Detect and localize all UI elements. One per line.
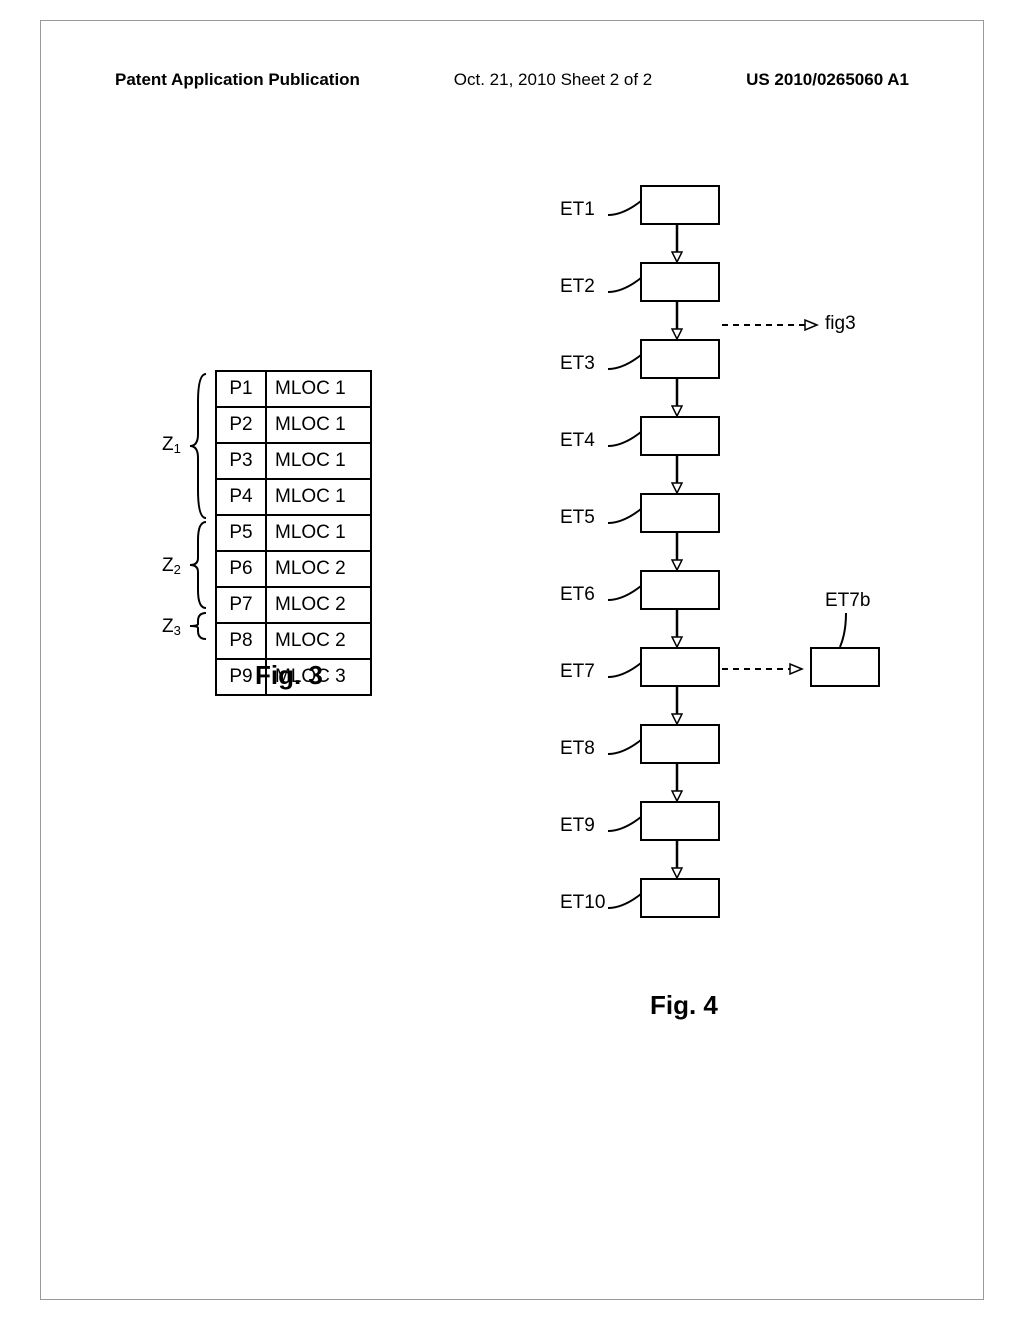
table-row: P6MLOC 2 bbox=[216, 551, 371, 587]
fig3-caption: Fig. 3 bbox=[255, 660, 323, 691]
fig4: ET1 ET2 ET3 ET4 ET5 ET6 bbox=[540, 185, 900, 955]
header-left: Patent Application Publication bbox=[115, 70, 360, 90]
flow-step-et4: ET4 bbox=[540, 416, 900, 493]
cell-p: P4 bbox=[216, 479, 266, 515]
zone-labels: Z1 Z2 Z3 bbox=[160, 370, 215, 640]
et7b-label: ET7b bbox=[825, 590, 870, 612]
flow-box bbox=[640, 570, 720, 610]
cell-p: P5 bbox=[216, 515, 266, 551]
table-row: P1MLOC 1 bbox=[216, 371, 371, 407]
cell-mloc: MLOC 2 bbox=[266, 551, 371, 587]
flow-box bbox=[640, 878, 720, 918]
flow-box bbox=[640, 185, 720, 225]
fig3-table: P1MLOC 1P2MLOC 1P3MLOC 1P4MLOC 1P5MLOC 1… bbox=[215, 370, 372, 696]
flow-label: ET3 bbox=[560, 353, 595, 375]
cell-p: P1 bbox=[216, 371, 266, 407]
table-row: P3MLOC 1 bbox=[216, 443, 371, 479]
flow-label: ET2 bbox=[560, 276, 595, 298]
fig4-caption: Fig. 4 bbox=[650, 990, 718, 1021]
zone-z2: Z2 bbox=[162, 555, 181, 577]
flow-label: ET6 bbox=[560, 584, 595, 606]
flow-label: ET10 bbox=[560, 892, 605, 914]
et7b-leader bbox=[838, 613, 858, 654]
table-row: P4MLOC 1 bbox=[216, 479, 371, 515]
cell-p: P8 bbox=[216, 623, 266, 659]
flow-box bbox=[640, 493, 720, 533]
flow-box bbox=[640, 724, 720, 764]
header-center: Oct. 21, 2010 Sheet 2 of 2 bbox=[454, 70, 652, 90]
table-row: P8MLOC 2 bbox=[216, 623, 371, 659]
fig3: Z1 Z2 Z3 P1MLOC 1P2MLOC 1P3MLOC 1P4MLOC … bbox=[160, 370, 372, 696]
header-right: US 2010/0265060 A1 bbox=[746, 70, 909, 90]
flow-step-et9: ET9 bbox=[540, 801, 900, 878]
flow-step-et3: ET3 bbox=[540, 339, 900, 416]
flow-box bbox=[640, 416, 720, 456]
zone-z3: Z3 bbox=[162, 616, 181, 638]
flow-step-et5: ET5 bbox=[540, 493, 900, 570]
flow-box bbox=[640, 801, 720, 841]
flow-box bbox=[640, 339, 720, 379]
cell-p: P7 bbox=[216, 587, 266, 623]
flow-box bbox=[640, 262, 720, 302]
table-row: P5MLOC 1 bbox=[216, 515, 371, 551]
flow-step-et1: ET1 bbox=[540, 185, 900, 262]
cell-mloc: MLOC 1 bbox=[266, 515, 371, 551]
flow-label: ET8 bbox=[560, 738, 595, 760]
flow-label: ET7 bbox=[560, 661, 595, 683]
cell-mloc: MLOC 1 bbox=[266, 443, 371, 479]
dashed-to-fig3 bbox=[722, 318, 822, 336]
cell-mloc: MLOC 1 bbox=[266, 407, 371, 443]
cell-mloc: MLOC 1 bbox=[266, 371, 371, 407]
header: Patent Application Publication Oct. 21, … bbox=[115, 70, 909, 90]
cell-mloc: MLOC 2 bbox=[266, 587, 371, 623]
fig3-ref-label: fig3 bbox=[825, 313, 856, 335]
dashed-to-et7b bbox=[722, 662, 807, 680]
flow-step-et10: ET10 bbox=[540, 878, 900, 955]
flow-step-et8: ET8 bbox=[540, 724, 900, 801]
cell-p: P6 bbox=[216, 551, 266, 587]
cell-p: P2 bbox=[216, 407, 266, 443]
flow-label: ET1 bbox=[560, 199, 595, 221]
cell-mloc: MLOC 1 bbox=[266, 479, 371, 515]
zone-z1: Z1 bbox=[162, 434, 181, 456]
table-row: P2MLOC 1 bbox=[216, 407, 371, 443]
cell-p: P3 bbox=[216, 443, 266, 479]
flow-label: ET5 bbox=[560, 507, 595, 529]
flow-box bbox=[640, 647, 720, 687]
cell-mloc: MLOC 2 bbox=[266, 623, 371, 659]
flow-label: ET4 bbox=[560, 430, 595, 452]
flow-label: ET9 bbox=[560, 815, 595, 837]
table-row: P7MLOC 2 bbox=[216, 587, 371, 623]
